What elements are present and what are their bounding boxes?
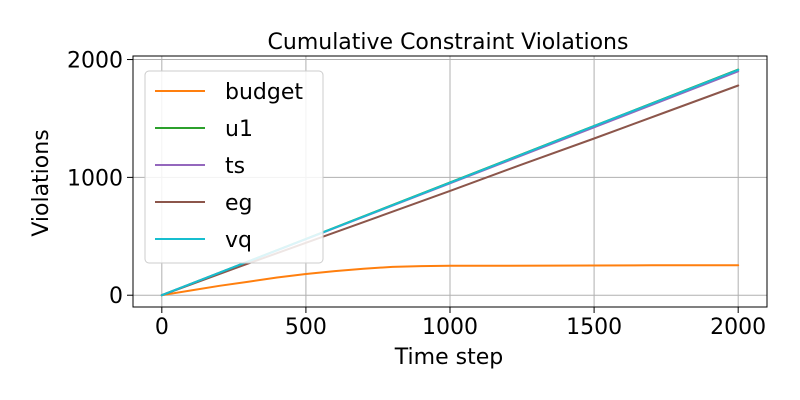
axis-ticks: 0 500 1000 1500 2000 0 1000 2000	[67, 49, 766, 340]
legend-label-ts: ts	[225, 154, 245, 179]
legend-label-u1: u1	[225, 117, 253, 142]
x-tick-label: 0	[155, 315, 169, 340]
y-axis-label: Violations	[29, 129, 54, 236]
x-tick-label: 2000	[710, 315, 766, 340]
x-tick-label: 1500	[566, 315, 622, 340]
x-tick-label: 500	[285, 315, 327, 340]
chart-title: Cumulative Constraint Violations	[268, 30, 629, 55]
legend: budget u1 ts eg vq	[144, 70, 324, 264]
legend-label-eg: eg	[225, 191, 253, 216]
series-line-budget	[160, 264, 740, 297]
legend-label-vq: vq	[225, 228, 252, 253]
y-tick-label: 0	[109, 284, 123, 309]
x-axis-label: Time step	[394, 345, 503, 370]
y-tick-label: 2000	[67, 49, 123, 74]
x-tick-label: 1000	[422, 315, 478, 340]
y-tick-label: 1000	[67, 166, 123, 191]
legend-box	[144, 70, 324, 264]
legend-label-budget: budget	[225, 80, 303, 105]
